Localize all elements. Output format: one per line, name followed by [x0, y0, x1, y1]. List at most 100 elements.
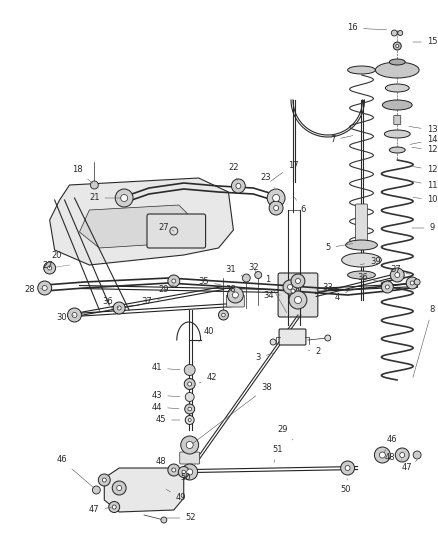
Text: 14: 14 — [410, 135, 437, 144]
Text: 27: 27 — [42, 261, 53, 270]
Ellipse shape — [346, 240, 378, 250]
Circle shape — [390, 268, 404, 282]
Circle shape — [121, 195, 127, 201]
Text: 50: 50 — [340, 479, 351, 495]
Circle shape — [413, 451, 421, 459]
Text: 15: 15 — [413, 37, 437, 46]
Circle shape — [379, 452, 385, 458]
Text: 47: 47 — [89, 505, 111, 514]
Text: 49: 49 — [166, 489, 186, 503]
Text: 46: 46 — [384, 435, 398, 453]
Circle shape — [385, 285, 389, 289]
Circle shape — [410, 281, 414, 285]
Text: 31: 31 — [225, 265, 244, 277]
Text: 18: 18 — [72, 166, 92, 183]
Circle shape — [117, 306, 121, 310]
Text: 48: 48 — [385, 454, 402, 463]
Text: 41: 41 — [152, 364, 180, 373]
Circle shape — [185, 416, 194, 424]
Ellipse shape — [348, 271, 375, 279]
Text: 45: 45 — [155, 416, 180, 424]
Circle shape — [67, 308, 81, 322]
FancyBboxPatch shape — [278, 273, 318, 317]
Circle shape — [242, 274, 250, 282]
Circle shape — [269, 201, 283, 215]
Ellipse shape — [389, 59, 405, 65]
Text: 47: 47 — [402, 460, 417, 472]
Text: 17: 17 — [270, 160, 298, 181]
Text: 29: 29 — [159, 285, 174, 295]
Circle shape — [325, 335, 331, 341]
Text: 30: 30 — [56, 313, 74, 322]
Circle shape — [92, 486, 100, 494]
Ellipse shape — [385, 130, 410, 138]
Text: 22: 22 — [228, 164, 239, 180]
Text: 2: 2 — [308, 348, 321, 357]
Circle shape — [185, 404, 194, 414]
Text: 40: 40 — [199, 327, 214, 342]
Circle shape — [391, 30, 397, 36]
Polygon shape — [79, 205, 199, 248]
Text: 37: 37 — [141, 297, 161, 306]
Text: 29: 29 — [278, 425, 293, 440]
Text: 12: 12 — [413, 166, 437, 174]
Circle shape — [219, 310, 229, 320]
Text: 11: 11 — [413, 181, 437, 190]
Circle shape — [283, 280, 297, 294]
Circle shape — [112, 505, 116, 509]
Text: 4: 4 — [335, 287, 355, 303]
Circle shape — [113, 302, 125, 314]
Text: 28: 28 — [25, 286, 42, 295]
Circle shape — [168, 275, 180, 287]
Circle shape — [98, 474, 110, 486]
Circle shape — [117, 486, 122, 490]
Text: 13: 13 — [409, 125, 438, 134]
Circle shape — [291, 274, 305, 288]
Circle shape — [188, 382, 192, 386]
Text: 33: 33 — [316, 284, 333, 293]
Circle shape — [291, 289, 295, 293]
Text: 35: 35 — [198, 278, 221, 287]
Circle shape — [72, 312, 77, 318]
Circle shape — [102, 478, 106, 482]
Text: 34: 34 — [263, 290, 280, 300]
Circle shape — [255, 271, 261, 279]
Circle shape — [400, 453, 405, 457]
Text: 16: 16 — [347, 23, 387, 33]
Text: 39: 39 — [360, 257, 381, 266]
Circle shape — [90, 181, 98, 189]
Circle shape — [341, 461, 355, 475]
Circle shape — [294, 296, 301, 303]
Text: 3: 3 — [255, 353, 273, 362]
Circle shape — [112, 481, 126, 495]
Circle shape — [172, 468, 176, 472]
Text: 32: 32 — [248, 263, 258, 273]
Text: 51: 51 — [273, 446, 283, 462]
Text: 8: 8 — [413, 305, 435, 377]
Ellipse shape — [375, 62, 419, 78]
Ellipse shape — [342, 253, 381, 267]
Circle shape — [374, 447, 390, 463]
Text: 12: 12 — [412, 146, 437, 155]
Text: 9: 9 — [412, 223, 434, 232]
FancyBboxPatch shape — [356, 204, 367, 241]
Polygon shape — [104, 468, 184, 512]
Circle shape — [186, 441, 193, 448]
Ellipse shape — [348, 66, 375, 74]
Polygon shape — [49, 178, 233, 265]
Text: 42: 42 — [199, 374, 217, 383]
Circle shape — [393, 42, 401, 50]
Circle shape — [48, 266, 52, 270]
Circle shape — [182, 470, 186, 474]
FancyBboxPatch shape — [226, 295, 244, 307]
Circle shape — [168, 464, 180, 476]
Circle shape — [188, 418, 191, 422]
Circle shape — [274, 206, 279, 211]
Circle shape — [44, 262, 56, 274]
Circle shape — [233, 292, 238, 298]
Circle shape — [182, 464, 198, 480]
Text: 38: 38 — [225, 286, 236, 299]
FancyBboxPatch shape — [279, 329, 306, 345]
Text: 1: 1 — [265, 276, 286, 312]
Circle shape — [184, 365, 195, 376]
